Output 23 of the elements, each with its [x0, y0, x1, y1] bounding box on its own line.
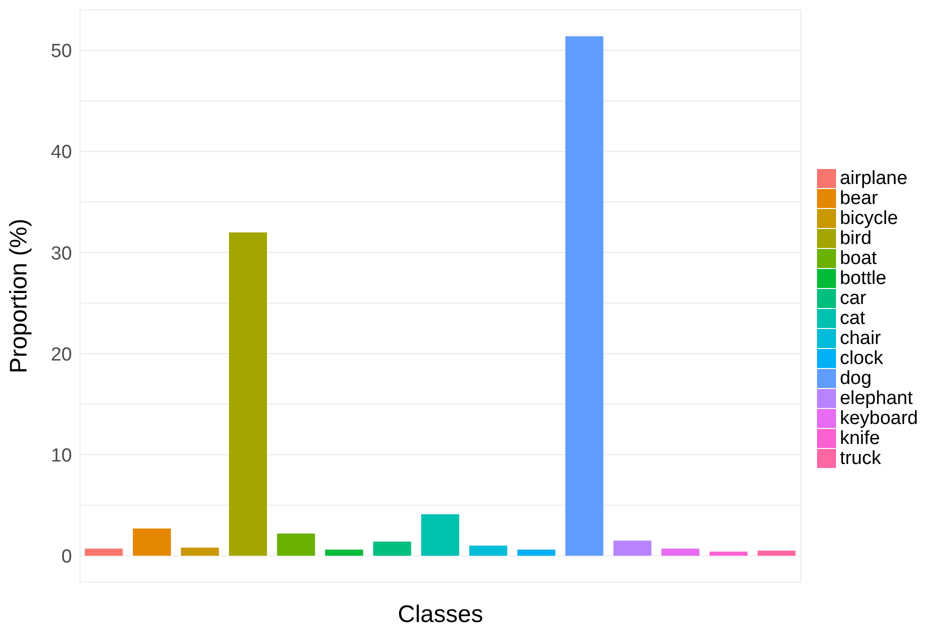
y-tick-label: 40	[50, 142, 72, 164]
legend-label: airplane	[840, 168, 908, 189]
legend-label: bicycle	[840, 208, 898, 229]
legend-label: knife	[840, 428, 880, 449]
legend-label: bird	[840, 228, 872, 249]
y-tick-label: 10	[50, 445, 72, 466]
legend-label: boat	[840, 248, 877, 269]
legend-label: clock	[840, 348, 884, 369]
y-axis-title: Proportion (%)	[6, 218, 33, 374]
legend-label: car	[840, 288, 866, 309]
x-axis-title: Classes	[398, 601, 484, 628]
y-tick-label: 20	[50, 344, 72, 366]
y-tick-label: 30	[50, 243, 72, 264]
legend-label: keyboard	[840, 408, 918, 429]
y-tick-label: 50	[50, 41, 72, 62]
legend-label: cat	[840, 308, 866, 329]
y-tick-label: 0	[61, 546, 72, 568]
legend-label: truck	[840, 448, 882, 469]
legend-label: bottle	[840, 268, 886, 289]
legend-label: chair	[840, 328, 882, 349]
legend-label: dog	[840, 368, 872, 389]
legend-label: bear	[840, 188, 878, 209]
legend-label: elephant	[840, 388, 913, 409]
